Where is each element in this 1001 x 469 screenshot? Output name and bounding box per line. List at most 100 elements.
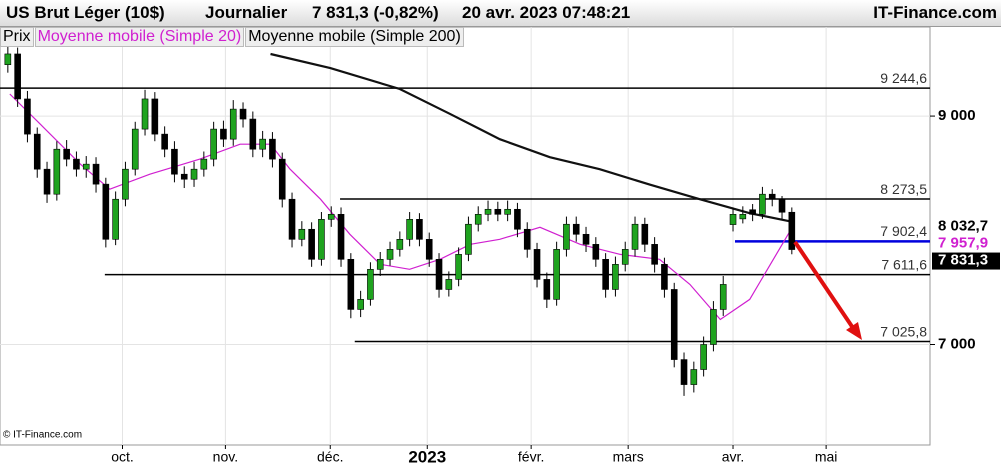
candle-body: [53, 148, 61, 195]
candle-body: [112, 198, 119, 240]
x-tick-label: déc.: [317, 449, 343, 465]
x-tick-label: 2023: [408, 447, 446, 466]
y-tick-label: 7 000: [938, 335, 976, 352]
candle-body: [367, 269, 374, 300]
candle-body: [729, 214, 737, 225]
candle-body: [141, 98, 149, 130]
candle-body: [700, 344, 707, 370]
x-tick-label: mai: [815, 449, 838, 465]
candle-body: [4, 53, 12, 65]
candle-body: [504, 208, 511, 215]
candle-body: [131, 128, 139, 170]
candle-body: [612, 264, 619, 290]
candle-body: [376, 258, 384, 270]
price-label-box: [932, 252, 1000, 270]
x-tick-label: févr.: [518, 449, 544, 465]
instrument: US Brut Léger (10$): [6, 3, 165, 22]
candle-body: [670, 289, 678, 360]
trend-arrow-head: [846, 322, 862, 340]
candle-body: [63, 148, 70, 160]
candle-body: [494, 208, 502, 215]
candle-body: [621, 249, 629, 265]
candle-body: [592, 244, 600, 260]
candle-body: [122, 168, 129, 200]
candle-body: [661, 264, 668, 290]
x-tick-label: nov.: [213, 449, 238, 465]
candle-body: [278, 158, 286, 200]
level-label: 7 902,4: [880, 223, 927, 239]
candle-body: [102, 183, 110, 240]
period: Journalier: [205, 3, 288, 22]
legend-item[interactable]: Moyenne mobile (Simple 20): [34, 27, 245, 47]
candle-body: [82, 163, 90, 170]
candle-body: [710, 309, 717, 345]
legend-item[interactable]: Moyenne mobile (Simple 200): [245, 27, 464, 47]
candle-body: [357, 299, 364, 310]
level-label: 7 025,8: [880, 323, 927, 339]
candle-body: [318, 219, 325, 260]
candle-body: [92, 163, 100, 185]
candle-body: [210, 128, 217, 160]
price-label: 7 831,3: [938, 252, 988, 269]
legend-item[interactable]: Prix: [0, 27, 34, 47]
candle-body: [572, 223, 580, 235]
candle-body: [337, 214, 345, 260]
site: IT-Finance.com: [873, 3, 997, 22]
candle-body: [484, 208, 492, 215]
candle-body: [43, 168, 51, 195]
candle-body: [308, 228, 315, 260]
level-label: 9 244,6: [880, 70, 927, 86]
candle-body: [425, 239, 433, 260]
legend: Prix Moyenne mobile (Simple 20) Moyenne mo…: [0, 27, 465, 47]
y-tick-label: 9 000: [938, 107, 976, 124]
footer: © IT-Finance.com: [3, 430, 82, 441]
candle-body: [533, 249, 541, 280]
candle-body: [200, 158, 208, 170]
x-tick-label: avr.: [722, 449, 745, 465]
candle-body: [33, 133, 41, 170]
trend-arrow: [793, 240, 855, 330]
candle-body: [690, 369, 698, 385]
candle-body: [161, 133, 168, 150]
candle-body: [788, 211, 796, 250]
price-label-box: [932, 218, 1000, 236]
candle-body: [739, 214, 747, 220]
candle-body: [406, 219, 413, 240]
x-tick-label: oct.: [111, 449, 134, 465]
candle-body: [416, 219, 423, 240]
candle-body: [768, 193, 776, 200]
candle-body: [553, 249, 560, 300]
x-tick-label: mars: [613, 449, 644, 465]
candle-body: [259, 138, 266, 150]
candle-body: [749, 209, 756, 215]
candle-body: [14, 53, 21, 100]
quote: 7 831,3 (-0,82%): [312, 3, 439, 22]
candle-body: [347, 258, 355, 310]
candle-body: [445, 279, 453, 290]
candle-body: [396, 239, 404, 250]
price-label: 8 032,7: [938, 218, 988, 235]
price-label-box: [932, 235, 1000, 253]
candle-body: [523, 228, 531, 250]
candle-body: [435, 258, 443, 290]
candle-body: [171, 148, 178, 175]
price-label: 7 957,9: [938, 235, 988, 252]
candle-body: [24, 98, 31, 135]
candle-body: [249, 118, 257, 150]
candle-body: [220, 128, 227, 140]
candle-body: [680, 359, 688, 385]
candle-body: [465, 223, 472, 255]
level-label: 8 273,5: [880, 181, 927, 197]
candle-body: [602, 258, 609, 290]
candle-body: [719, 284, 727, 310]
candle-body: [759, 193, 766, 215]
datetime: 20 avr. 2023 07:48:21: [462, 3, 631, 22]
candle-body: [563, 223, 570, 250]
candle-body: [229, 108, 237, 140]
candle-body: [298, 228, 306, 240]
candle-body: [327, 214, 335, 220]
candle-body: [641, 223, 649, 245]
candle-body: [151, 98, 159, 135]
